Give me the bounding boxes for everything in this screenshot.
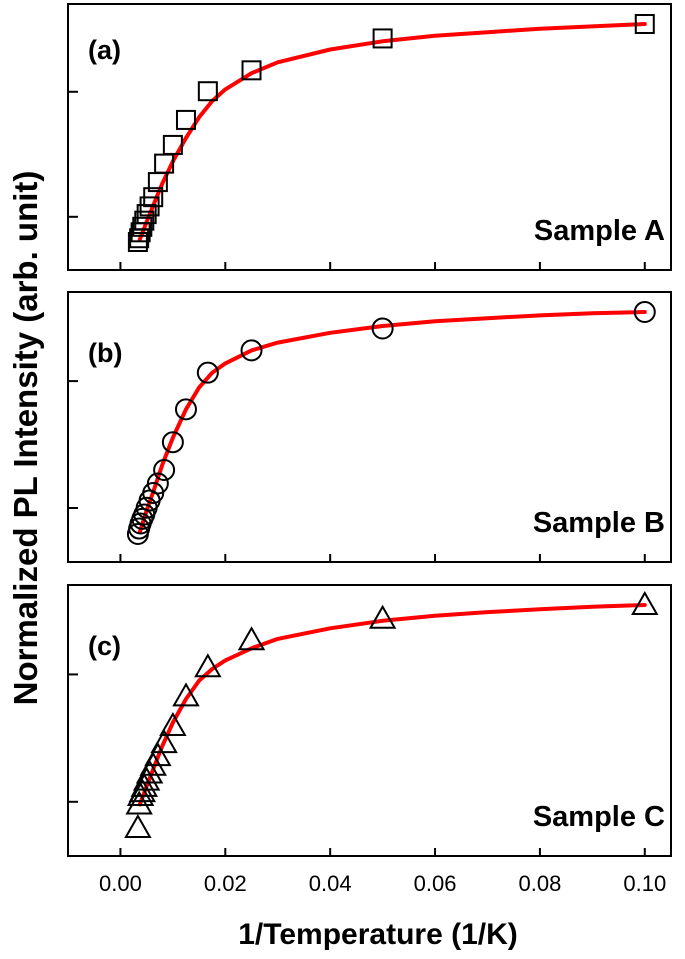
data-point <box>371 317 394 340</box>
data-point <box>136 204 157 225</box>
sample-label: Sample B <box>533 507 665 539</box>
data-point <box>631 590 659 615</box>
data-point <box>237 626 266 651</box>
panel-label: (c) <box>88 631 121 661</box>
data-point <box>130 772 159 797</box>
y-axis-label: Normalized PL Intensity (arb. unit) <box>7 171 44 706</box>
data-point <box>144 742 172 767</box>
data-point <box>143 187 164 208</box>
data-point <box>134 210 155 231</box>
data-point <box>240 339 263 362</box>
x-tick-labels: 0.00 0.02 0.04 0.06 0.08 0.10 <box>99 871 666 896</box>
x-tick-label: 0.02 <box>204 871 247 896</box>
fit-line <box>137 603 647 807</box>
x-tick-label: 0.00 <box>99 871 142 896</box>
data-point <box>241 60 262 81</box>
data-point <box>197 81 218 102</box>
data-point <box>150 729 178 754</box>
data-point <box>153 459 176 482</box>
panel-label: (b) <box>88 338 122 368</box>
panel-label: (a) <box>88 35 121 65</box>
sample-label: Sample A <box>534 215 665 247</box>
plot-frame <box>67 584 672 857</box>
data-point <box>146 472 169 495</box>
data-point <box>175 109 196 130</box>
data-point <box>159 711 187 736</box>
x-tick-label: 0.06 <box>414 871 457 896</box>
panel-a: (a) Sample A <box>67 3 672 271</box>
data-point <box>196 361 219 384</box>
data-point <box>368 604 397 629</box>
fit-line <box>137 22 647 242</box>
data-point <box>172 682 200 707</box>
panels: (a) Sample A (b) Sample B (c) Sample C <box>67 3 672 857</box>
data-point <box>132 216 153 237</box>
data-point <box>634 14 655 34</box>
x-tick-label: 0.04 <box>309 871 352 896</box>
data-point <box>372 28 393 49</box>
x-tick-label: 0.08 <box>518 871 561 896</box>
fit-line <box>137 310 647 535</box>
data-point <box>633 301 656 323</box>
data-point <box>125 790 153 815</box>
x-axis-label: 1/Temperature (1/K) <box>238 918 518 951</box>
data-point <box>161 431 184 454</box>
data-point <box>162 134 183 155</box>
plot-frame <box>67 291 672 563</box>
panel-c: (c) Sample C <box>67 584 672 857</box>
data-point <box>194 653 222 678</box>
x-tick-label: 0.10 <box>623 871 666 896</box>
data-point <box>124 813 152 838</box>
plot-frame <box>67 3 672 271</box>
panel-b: (b) Sample B <box>67 291 672 563</box>
data-point <box>174 398 197 421</box>
sample-label: Sample C <box>533 801 665 833</box>
